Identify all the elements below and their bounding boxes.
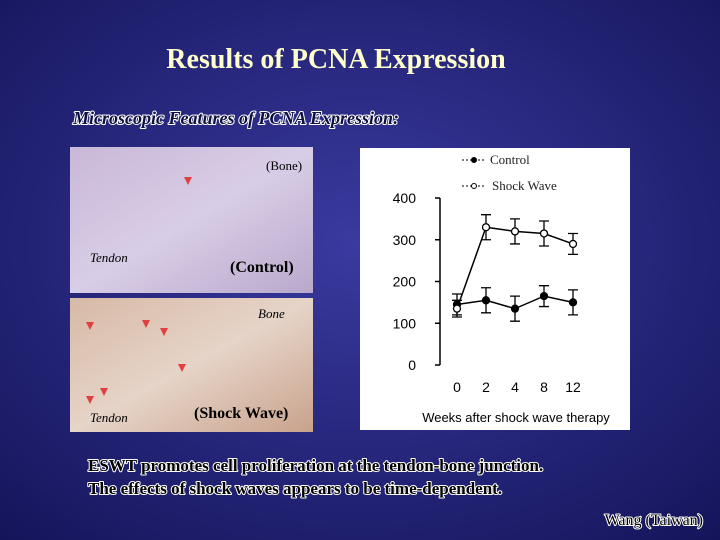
image-label: Bone (258, 306, 285, 321)
point (481, 296, 491, 305)
image-label: Tendon (90, 410, 128, 425)
y-tick-label: 200 (393, 274, 417, 290)
point (539, 229, 549, 238)
chart: 0 100 200 300 400 0 2 4 8 12 Weeks after shock wav… (393, 152, 611, 425)
x-tick-label: 8 (540, 379, 548, 395)
note: The effects of shock waves appears to be… (88, 479, 502, 498)
legend-label: Shock Wave (492, 178, 557, 193)
x-tick-label: 4 (511, 379, 519, 395)
chart-panel (360, 148, 630, 430)
legend-marker (471, 183, 477, 189)
micrograph (70, 147, 313, 293)
image-label: (Bone) (266, 158, 302, 173)
slide-title: Results of PCNA Expression (166, 44, 506, 75)
point (510, 227, 520, 236)
legend-label: Control (490, 152, 530, 167)
legend-marker (471, 157, 477, 163)
x-axis-label: Weeks after shock wave therapy (422, 410, 610, 425)
subtitle: Microscopic Features of PCNA Expression: (72, 108, 399, 128)
note: ESWT promotes cell proliferation at the … (88, 456, 543, 475)
point (539, 291, 549, 301)
image-label: (Control) (230, 259, 294, 276)
point (510, 304, 520, 313)
point (568, 298, 578, 307)
credit: Wang (Taiwan) (605, 512, 703, 529)
x-tick-label: 2 (482, 379, 490, 395)
point (481, 223, 491, 232)
y-tick-label: 400 (393, 190, 417, 206)
micrograph (70, 298, 313, 432)
x-tick-label: 0 (453, 379, 461, 395)
arrowheads (86, 177, 192, 404)
image-label: (Shock Wave) (194, 405, 288, 422)
y-tick-label: 100 (393, 315, 417, 331)
image-label: Tendon (90, 250, 128, 265)
point (452, 304, 462, 313)
y-tick-label: 0 (408, 357, 416, 373)
point (568, 239, 578, 249)
x-tick-label: 12 (565, 379, 581, 395)
y-tick-label: 300 (393, 232, 417, 248)
